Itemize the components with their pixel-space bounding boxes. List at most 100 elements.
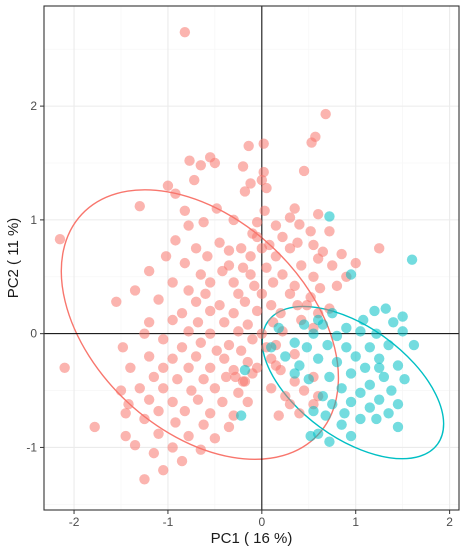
data-point-group-1: [296, 260, 307, 271]
data-point-group-2: [266, 342, 277, 353]
data-point-group-1: [223, 421, 235, 433]
data-point-group-2: [364, 402, 376, 413]
data-point-group-1: [270, 360, 282, 371]
data-point-group-2: [327, 398, 338, 410]
data-point-group-1: [179, 257, 191, 269]
data-point-group-1: [312, 208, 324, 220]
data-point-group-1: [209, 433, 221, 444]
data-point-group-1: [160, 251, 172, 262]
data-point-group-1: [294, 219, 305, 230]
data-point-group-1: [176, 307, 188, 319]
data-point-group-2: [339, 408, 350, 419]
data-point-group-2: [408, 339, 420, 351]
data-point-group-2: [392, 421, 404, 433]
data-point-group-1: [143, 317, 155, 328]
data-point-group-1: [158, 383, 169, 394]
data-point-group-2: [305, 430, 316, 442]
data-point-group-1: [312, 253, 324, 264]
data-point-group-1: [280, 391, 291, 402]
data-point-group-1: [331, 280, 343, 292]
data-point-group-1: [139, 328, 150, 339]
data-point-group-2: [239, 364, 251, 376]
data-point-group-1: [170, 188, 181, 199]
data-point-group-1: [192, 394, 204, 405]
data-point-group-1: [292, 237, 303, 248]
data-point-group-1: [266, 383, 277, 394]
data-point-group-1: [120, 430, 131, 442]
data-point-group-1: [233, 326, 244, 337]
data-point-group-1: [237, 161, 249, 172]
data-point-group-1: [233, 288, 244, 300]
data-point-group-1: [153, 294, 164, 305]
data-point-group-1: [192, 317, 204, 328]
data-point-group-1: [256, 288, 268, 300]
data-point-group-2: [380, 303, 391, 314]
x-tick-label: 1: [352, 515, 359, 529]
data-points: [54, 26, 420, 485]
x-tick-label: 0: [258, 515, 265, 529]
data-point-group-1: [183, 430, 194, 442]
data-point-group-2: [371, 413, 382, 425]
data-point-group-2: [355, 387, 366, 399]
data-point-group-1: [301, 300, 313, 311]
data-point-group-1: [123, 398, 134, 410]
data-point-group-2: [355, 413, 366, 425]
data-point-group-1: [117, 342, 129, 353]
data-point-group-1: [115, 385, 127, 396]
data-point-group-2: [397, 311, 408, 322]
data-point-group-1: [228, 277, 239, 288]
data-point-group-1: [198, 373, 209, 385]
data-point-group-2: [301, 342, 313, 353]
data-point-group-1: [204, 277, 216, 288]
data-point-group-1: [256, 328, 268, 339]
data-point-group-2: [358, 314, 369, 326]
x-tick-label: 2: [446, 515, 453, 529]
data-point-group-1: [148, 447, 160, 459]
data-point-group-1: [350, 257, 361, 269]
data-point-group-1: [167, 277, 178, 288]
data-point-group-1: [314, 282, 326, 294]
data-point-group-1: [242, 396, 253, 408]
data-point-group-1: [258, 138, 269, 149]
data-point-group-1: [228, 410, 239, 421]
data-point-group-1: [239, 296, 251, 308]
data-point-group-2: [289, 368, 300, 379]
data-point-group-1: [59, 362, 70, 373]
data-point-group-1: [204, 362, 216, 373]
x-tick-label: -1: [163, 515, 174, 529]
data-point-group-2: [345, 396, 357, 408]
data-point-group-1: [245, 178, 256, 189]
data-point-group-1: [266, 300, 277, 311]
data-point-group-2: [308, 328, 319, 339]
data-point-group-1: [190, 243, 202, 254]
data-point-group-1: [298, 165, 310, 177]
data-point-group-1: [292, 300, 303, 311]
data-point-group-1: [195, 337, 206, 348]
data-point-group-1: [305, 226, 316, 237]
data-point-group-2: [331, 330, 343, 342]
x-axis-title: PC1 ( 16 %): [211, 530, 293, 547]
data-point-group-1: [89, 421, 100, 433]
data-point-group-1: [275, 307, 286, 319]
data-point-group-1: [211, 345, 222, 356]
data-point-group-2: [324, 436, 335, 447]
data-point-group-1: [284, 398, 296, 410]
data-point-group-2: [355, 326, 366, 337]
data-point-group-1: [327, 260, 338, 271]
data-point-group-1: [284, 212, 296, 223]
data-point-group-1: [54, 234, 66, 245]
reference-lines: [44, 6, 459, 510]
data-point-group-2: [345, 269, 357, 280]
data-point-group-1: [228, 307, 239, 319]
data-point-group-1: [258, 166, 269, 178]
data-point-group-2: [378, 371, 390, 383]
data-point-group-1: [289, 203, 300, 214]
data-point-group-1: [183, 220, 194, 231]
data-point-group-1: [183, 326, 194, 337]
data-point-group-1: [202, 251, 213, 262]
data-point-group-1: [200, 288, 211, 300]
data-point-group-2: [388, 317, 399, 328]
data-point-group-1: [237, 376, 249, 387]
